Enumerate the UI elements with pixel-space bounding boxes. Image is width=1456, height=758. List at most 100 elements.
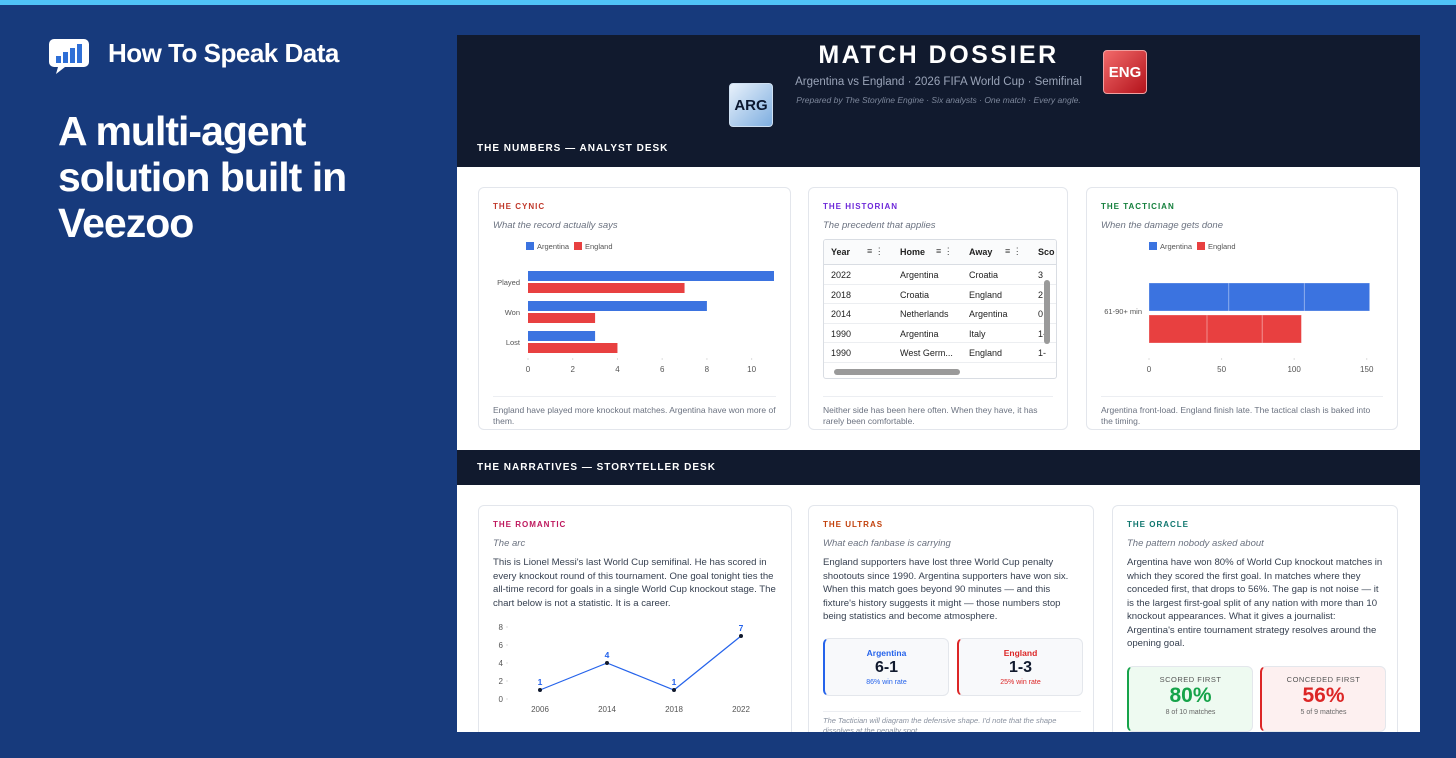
table-row xyxy=(824,322,1056,324)
card-body: England supporters have lost three World… xyxy=(823,557,1069,622)
card: THE ULTRAS What each fanbase is carrying E… xyxy=(808,505,1094,732)
table-cell: Croatia xyxy=(900,289,930,300)
stat-box: CONCEDED FIRST 56% 5 of 9 matches xyxy=(1260,666,1386,732)
x-tick-label: 2014 xyxy=(598,705,616,714)
card-label: THE ULTRAS xyxy=(823,520,884,529)
bar-segment xyxy=(1261,314,1302,344)
card-caption: England have played more knockout matche… xyxy=(493,396,776,427)
stat-note: 8 of 10 matches xyxy=(1165,709,1216,716)
card: THE ORACLE The pattern nobody asked about… xyxy=(1112,505,1398,732)
card: THE HISTORIAN The precedent that applies N… xyxy=(808,187,1068,430)
column-header: Away xyxy=(969,247,993,257)
stat-record: 6-1 xyxy=(874,659,899,676)
table-row xyxy=(824,303,1056,304)
x-tick-label: 2 xyxy=(571,365,576,374)
card-subtitle: What the record actually says xyxy=(493,220,618,231)
table-cell: Italy xyxy=(969,328,986,339)
bar xyxy=(528,343,618,353)
table-cell: 2014 xyxy=(831,309,852,319)
card-label: THE HISTORIAN xyxy=(823,202,899,211)
card-subtitle: What each fanbase is carrying xyxy=(823,538,951,549)
footnote: The Tactician will diagram the defensive… xyxy=(823,711,1081,732)
table-row xyxy=(824,361,1056,363)
dossier-byline: Prepared by The Storyline Engine · Six a… xyxy=(796,95,1081,105)
card-body: Argentina have won 80% of World Cup knoc… xyxy=(1127,557,1383,649)
legend-label: England xyxy=(585,242,613,251)
table-cell: 2 xyxy=(1038,289,1044,300)
card: THE TACTICIAN When the damage gets done Ar… xyxy=(1086,187,1398,430)
stat-note: 5 of 9 matches xyxy=(1300,709,1347,716)
scrollbar xyxy=(1044,280,1050,344)
table-header xyxy=(824,240,1056,265)
stat-box: Argentina 6-1 86% win rate xyxy=(823,638,949,696)
card-subtitle: The pattern nobody asked about xyxy=(1127,538,1264,549)
value-label: 7 xyxy=(739,623,744,633)
card-subtitle: The precedent that applies xyxy=(823,220,936,231)
x-tick-label: 2018 xyxy=(665,705,683,714)
column-header: Year xyxy=(831,247,851,257)
column-menu: ≡ ⋮ xyxy=(1005,246,1022,256)
card-label: THE ORACLE xyxy=(1127,520,1189,529)
table-cell: Netherlands xyxy=(900,309,949,319)
point xyxy=(672,688,676,692)
chart: Argentina England 61-90+ min 0 50 100 150 xyxy=(1104,242,1374,374)
column-menu: ≡ ⋮ xyxy=(867,246,884,256)
stat-box: England 1-3 25% win rate xyxy=(957,638,1083,696)
x-tick-label: 0 xyxy=(1147,365,1152,374)
table-cell: 0 xyxy=(1038,309,1044,319)
y-tick-label: 2 xyxy=(499,677,504,686)
x-tick-label: 150 xyxy=(1360,365,1374,374)
x-tick-label: 2022 xyxy=(732,705,750,714)
x-tick-label: 8 xyxy=(705,365,710,374)
card-label: THE TACTICIAN xyxy=(1101,202,1175,211)
table-cell: 1- xyxy=(1038,328,1047,339)
column-header: Home xyxy=(900,247,926,257)
bar-segment xyxy=(1303,282,1371,312)
x-tick-label: 6 xyxy=(660,365,665,374)
line xyxy=(539,635,742,691)
card-caption: Argentina front-load. England finish lat… xyxy=(1101,396,1383,427)
point xyxy=(739,634,743,638)
table-cell: West Germ... xyxy=(900,348,953,358)
column-header: Sco xyxy=(1038,247,1055,257)
stat-box: SCORED FIRST 80% 8 of 10 matches xyxy=(1127,666,1253,732)
section-band xyxy=(457,450,1420,485)
brand: How To Speak Data xyxy=(108,38,339,68)
table-row xyxy=(824,342,1056,343)
table-cell: 2018 xyxy=(831,289,852,300)
legend-label: England xyxy=(1208,242,1236,251)
y-tick-label: 6 xyxy=(499,641,504,650)
category-label: Lost xyxy=(506,338,521,347)
x-tick-label: 4 xyxy=(615,365,620,374)
home-badge: ARG xyxy=(729,83,773,127)
table-cell: England xyxy=(969,348,1003,358)
bar-segment xyxy=(1148,282,1230,312)
stat-note: 25% win rate xyxy=(1000,679,1041,686)
bar-segment xyxy=(1228,282,1305,312)
table-cell: 3 xyxy=(1038,270,1044,280)
card: THE ROMANTIC The arc This is Lionel Messi'… xyxy=(478,505,792,732)
section-label: THE NUMBERS — ANALYST DESK xyxy=(477,143,669,154)
dossier-header xyxy=(457,35,1420,167)
stat-team: England xyxy=(1003,648,1038,658)
section-label: THE NARRATIVES — STORYTELLER DESK xyxy=(477,462,716,473)
bar xyxy=(528,283,685,293)
bar-segment xyxy=(1148,314,1208,344)
chart: Argentina England Played Won Lost 0 2 4 6 8 10 xyxy=(497,242,774,374)
card-label: THE CYNIC xyxy=(493,202,546,211)
legend-swatch xyxy=(574,242,582,250)
table-cell: Croatia xyxy=(969,270,999,280)
table-cell: 2022 xyxy=(831,270,852,280)
x-tick-label: 10 xyxy=(747,365,756,374)
table-cell: Argentina xyxy=(969,309,1008,319)
legend-label: Argentina xyxy=(1160,242,1193,251)
y-tick-label: 4 xyxy=(499,659,504,668)
bar xyxy=(528,301,707,311)
x-tick-label: 50 xyxy=(1217,365,1226,374)
legend-swatch xyxy=(526,242,534,250)
point xyxy=(538,688,542,692)
y-tick-label: 8 xyxy=(499,623,504,632)
card: THE CYNIC What the record actually says En… xyxy=(478,187,791,430)
card-body: This is Lionel Messi's last World Cup se… xyxy=(493,557,776,609)
bar-segment xyxy=(1206,314,1263,344)
